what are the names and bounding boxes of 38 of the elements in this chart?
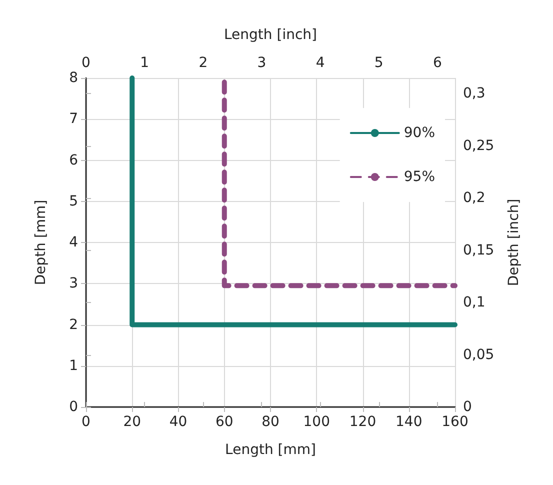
y-tick-label: 0 <box>69 399 78 415</box>
y2-tick-label: 0,3 <box>463 86 486 102</box>
x2-tick-label: 2 <box>198 55 208 71</box>
x2-tick-label: 5 <box>374 55 384 71</box>
y2-tick-label: 0,05 <box>463 346 494 363</box>
x-tick-label: 80 <box>262 414 280 430</box>
y-tick-label: 3 <box>69 276 78 292</box>
x-tick-label: 0 <box>82 414 90 430</box>
y-tick-label: 5 <box>69 193 78 210</box>
x-tick-label: 160 <box>442 414 468 430</box>
x-tick-label: 140 <box>396 414 422 430</box>
x-axis-title: Length [mm] <box>225 442 316 458</box>
y-tick-label: 6 <box>69 152 78 168</box>
y2-tick-label: 0,1 <box>463 294 486 311</box>
x2-tick-label: 4 <box>316 55 325 71</box>
y2-tick-label: 0 <box>463 399 472 415</box>
x2-tick-label: 6 <box>432 55 442 71</box>
y2-tick-label: 0,25 <box>463 138 494 154</box>
x2-tick-label: 3 <box>257 55 266 71</box>
y-tick-label: 8 <box>69 70 78 86</box>
y-tick-label: 7 <box>69 111 78 128</box>
y2-tick-label: 0,2 <box>463 190 486 206</box>
y-axis-title: Depth [mm] <box>33 200 49 286</box>
x-tick-label: 60 <box>215 414 234 430</box>
x-tick-label: 40 <box>169 414 188 430</box>
y2-axis-title: Depth [inch] <box>506 198 522 286</box>
y-tick-label: 2 <box>69 316 78 333</box>
x-tick-label: 100 <box>303 414 330 430</box>
y2-tick-label: 0,15 <box>463 242 494 258</box>
legend-label: 90% <box>404 125 436 141</box>
x2-axis-title: Length [inch] <box>224 27 317 43</box>
x2-tick-label: 1 <box>140 55 150 71</box>
y-tick-label: 4 <box>69 234 78 250</box>
x2-tick-label: 0 <box>82 55 90 71</box>
x-tick-label: 120 <box>349 414 376 430</box>
y-tick-label: 1 <box>69 358 78 374</box>
legend-label: 95% <box>404 169 436 185</box>
x-tick-label: 20 <box>123 414 142 430</box>
